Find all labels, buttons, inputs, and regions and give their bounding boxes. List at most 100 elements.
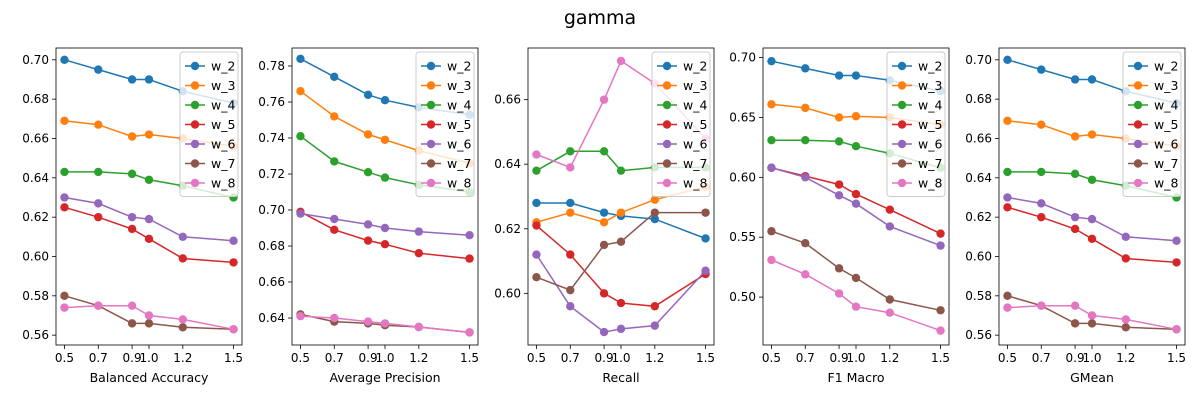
data-point-w3	[650, 195, 660, 204]
series-line-w5	[536, 225, 706, 308]
data-point-w3	[566, 208, 575, 217]
plot-frame	[55, 47, 243, 346]
legend-marker	[897, 61, 907, 71]
data-point-w7	[178, 323, 188, 332]
legend-label: w_7	[447, 156, 471, 171]
data-point-w3	[330, 112, 339, 121]
plot-frame	[291, 47, 479, 346]
data-point-w8	[178, 315, 188, 324]
y-tick-label: 0.55	[729, 230, 756, 244]
data-point-w6	[380, 223, 390, 233]
data-point-w2	[330, 72, 339, 82]
data-point-w8	[1087, 311, 1097, 320]
figure-title: gamma	[564, 7, 636, 29]
series-line-w8	[64, 304, 234, 331]
data-point-w2	[1070, 75, 1080, 84]
data-point-w2	[127, 75, 137, 84]
chart-panel-5: 0.56 0.58 0.60 0.62 0.64 0.66 0.68 0.70 0.5 0.7 0.…	[965, 47, 1186, 385]
y-tick-label: 0.68	[22, 92, 49, 106]
x-tick-label: 0.7	[89, 351, 108, 365]
legend-marker	[190, 159, 200, 168]
data-point-w5	[1070, 224, 1080, 234]
data-point-w8	[94, 301, 103, 310]
series-line-w8	[300, 315, 470, 334]
data-point-w8	[1121, 315, 1131, 324]
y-tick-label: 0.70	[258, 203, 285, 217]
data-point-w5	[127, 224, 137, 234]
data-point-w4	[1087, 175, 1097, 184]
data-point-w8	[936, 326, 945, 335]
legend-marker	[662, 159, 672, 168]
data-point-w3	[599, 218, 609, 227]
data-point-w5	[936, 229, 945, 238]
data-point-w6	[936, 241, 945, 250]
data-point-w3	[380, 135, 390, 144]
data-point-w8	[599, 95, 609, 104]
legend-marker	[897, 120, 907, 129]
legend: w_2 w_3 w_4 w_5 w_6 w_7 w_8	[886, 51, 946, 197]
x-tick-label: 1.5	[1167, 351, 1186, 365]
data-point-w7	[650, 208, 660, 217]
data-point-w4	[380, 173, 390, 182]
legend-label: w_2	[918, 59, 942, 74]
series-line-w5	[771, 167, 941, 235]
series-line-w8	[1007, 304, 1177, 331]
legend-label: w_8	[447, 176, 471, 191]
data-point-w4	[330, 157, 339, 166]
series-line-w7	[771, 230, 941, 312]
chart-panel-2: 0.64 0.66 0.68 0.70 0.72 0.74 0.76 0.78 0.5 0.7 0.…	[258, 47, 479, 385]
data-point-w8	[1172, 325, 1181, 334]
data-point-w5	[1172, 258, 1181, 267]
y-tick-label: 0.62	[494, 222, 521, 236]
data-point-w8	[532, 150, 541, 159]
data-point-w7	[144, 319, 154, 328]
legend: w_2 w_3 w_4 w_5 w_6 w_7 w_8	[651, 51, 711, 197]
data-point-w6	[851, 199, 861, 208]
data-point-w7	[801, 239, 810, 248]
legend-label: w_5	[1154, 117, 1178, 132]
data-point-w6	[330, 214, 339, 224]
y-tick-label: 0.60	[22, 249, 49, 263]
data-point-w2	[701, 234, 710, 243]
legend-label: w_5	[447, 117, 471, 132]
legend-marker	[426, 120, 436, 129]
data-point-w3	[1037, 120, 1046, 129]
data-point-w6	[229, 236, 238, 245]
legend-label: w_3	[447, 78, 471, 93]
x-tick-label: 0.9	[359, 351, 378, 365]
legend-marker	[190, 100, 200, 110]
data-point-w2	[60, 55, 69, 65]
legend-marker	[1133, 81, 1143, 90]
y-tick-label: 0.64	[258, 311, 285, 325]
x-tick-label: 0.5	[55, 351, 74, 365]
legend-label: w_4	[918, 98, 942, 113]
data-point-w4	[851, 142, 861, 151]
legend-label: w_4	[211, 98, 235, 113]
data-point-w4	[1003, 167, 1012, 177]
x-tick-label: 0.7	[1032, 351, 1051, 365]
x-tick-label: 0.5	[291, 351, 310, 365]
legend-label: w_7	[211, 156, 235, 171]
data-point-w8	[380, 319, 390, 328]
data-point-w6	[532, 250, 541, 259]
chart-panels: 0.560.580.600.620.640.660.680.700.5 0.7 0.…	[22, 47, 1186, 385]
data-point-w3	[834, 113, 844, 122]
data-point-w6	[701, 266, 710, 275]
data-point-w7	[60, 291, 69, 301]
data-point-w7	[599, 240, 609, 250]
data-point-w2	[1087, 75, 1097, 84]
legend-label: w_7	[683, 156, 707, 171]
data-point-w4	[566, 147, 575, 156]
y-tick-label: 0.50	[729, 290, 756, 304]
data-point-w7	[701, 208, 710, 217]
plot-frame	[998, 47, 1186, 346]
data-point-w6	[616, 324, 626, 334]
data-point-w8	[616, 56, 626, 66]
data-point-w4	[363, 168, 373, 177]
data-point-w4	[1070, 169, 1080, 179]
data-point-w6	[296, 209, 305, 218]
data-point-w2	[94, 65, 103, 74]
data-point-w6	[363, 220, 373, 229]
data-point-w2	[566, 198, 575, 208]
data-point-w5	[885, 205, 895, 214]
